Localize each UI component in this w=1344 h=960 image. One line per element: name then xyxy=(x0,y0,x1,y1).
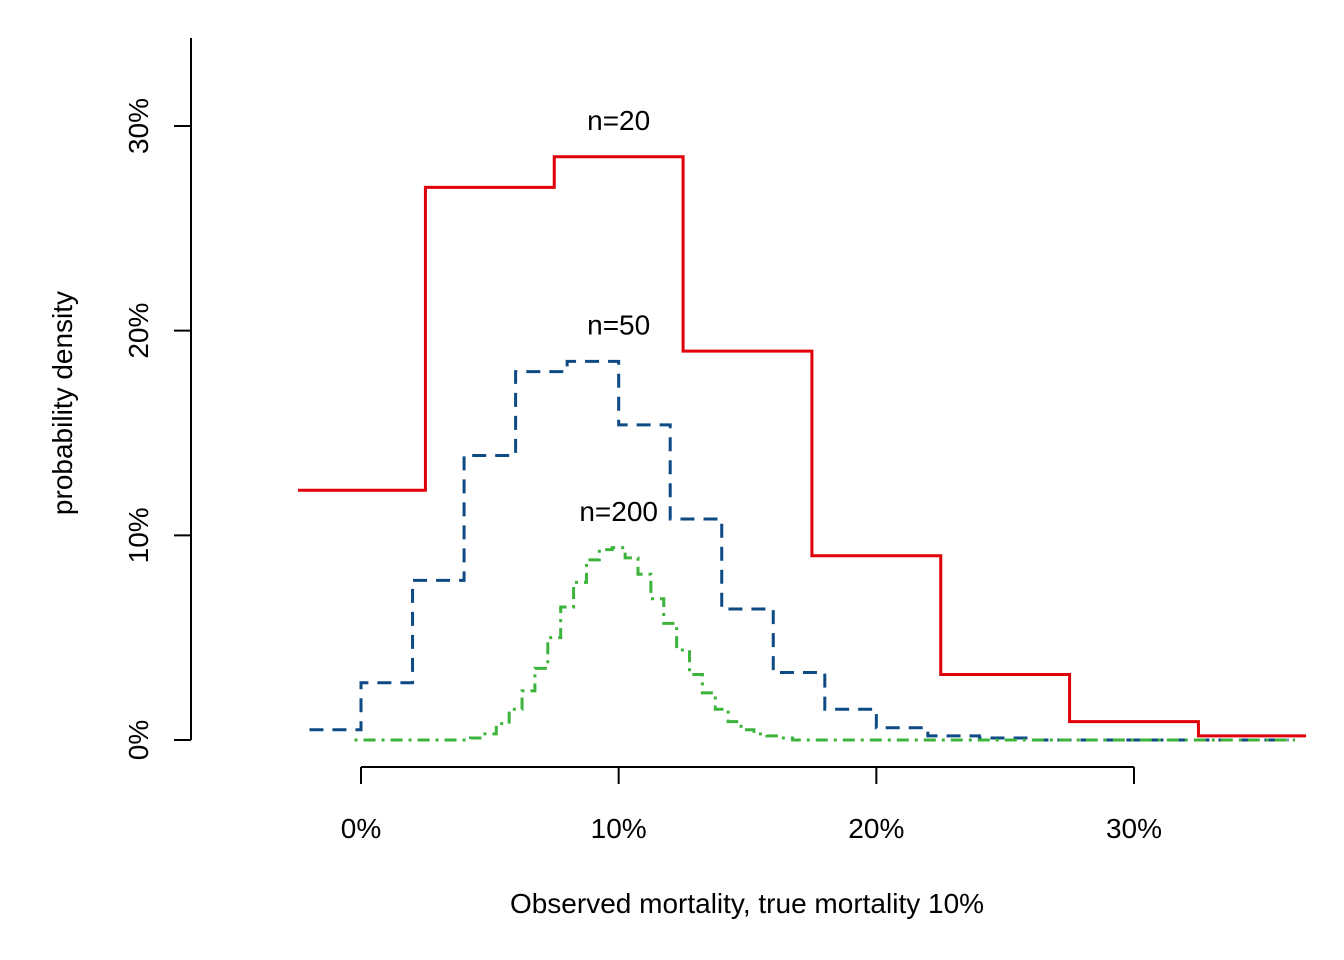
series-line xyxy=(354,546,1296,742)
series-label: n=200 xyxy=(579,496,658,527)
y-tick-label: 0% xyxy=(123,720,154,760)
series-label: n=50 xyxy=(587,310,650,341)
x-tick-label: 20% xyxy=(848,813,904,844)
labels-layer: n=20 n=50 n=200 xyxy=(579,105,658,527)
ticks-layer: 0% 10% 20% 30% 0% 10% 20% 30% xyxy=(123,98,1162,844)
series-layer xyxy=(298,155,1306,742)
y-tick-label: 30% xyxy=(123,98,154,154)
y-tick-label: 20% xyxy=(123,303,154,359)
x-tick-label: 0% xyxy=(341,813,381,844)
series-line xyxy=(298,155,1306,738)
x-axis-label: Observed mortality, true mortality 10% xyxy=(510,888,984,919)
axes-layer xyxy=(190,38,1134,768)
y-tick-label: 10% xyxy=(123,507,154,563)
series-line xyxy=(309,359,1289,742)
x-tick-label: 10% xyxy=(591,813,647,844)
x-tick-label: 30% xyxy=(1106,813,1162,844)
series-label: n=20 xyxy=(587,105,650,136)
y-axis-label: probability density xyxy=(47,291,78,515)
